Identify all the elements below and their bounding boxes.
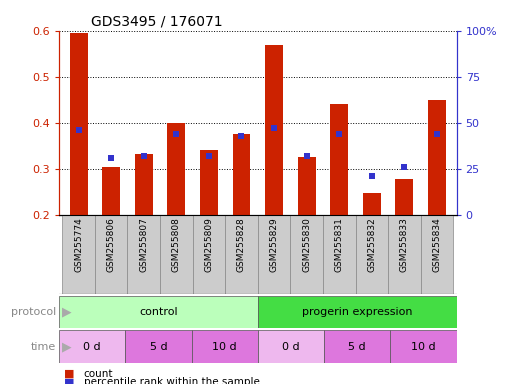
Bar xyxy=(356,215,388,294)
Text: GSM255806: GSM255806 xyxy=(107,217,115,272)
Text: ■: ■ xyxy=(64,369,74,379)
Bar xyxy=(363,194,381,215)
Point xyxy=(335,131,343,137)
Text: count: count xyxy=(84,369,113,379)
Text: GSM255828: GSM255828 xyxy=(237,217,246,272)
Bar xyxy=(396,179,413,215)
Point xyxy=(400,164,408,170)
Point xyxy=(238,133,246,139)
Bar xyxy=(102,167,120,215)
Bar xyxy=(421,215,453,294)
Point xyxy=(433,131,441,137)
Bar xyxy=(200,150,218,215)
Bar xyxy=(290,215,323,294)
Bar xyxy=(232,134,250,215)
Bar xyxy=(225,215,258,294)
Bar xyxy=(388,215,421,294)
Point xyxy=(74,127,83,133)
Bar xyxy=(62,215,95,294)
Bar xyxy=(125,330,191,363)
Point xyxy=(368,173,376,179)
Bar xyxy=(160,215,192,294)
Point xyxy=(172,131,181,137)
Bar xyxy=(298,157,315,215)
Text: 0 d: 0 d xyxy=(83,341,101,352)
Bar xyxy=(330,104,348,215)
Bar xyxy=(265,45,283,215)
Bar xyxy=(192,215,225,294)
Bar xyxy=(324,330,390,363)
Bar xyxy=(258,296,457,328)
Text: 10 d: 10 d xyxy=(411,341,436,352)
Text: GSM255807: GSM255807 xyxy=(139,217,148,272)
Text: GDS3495 / 176071: GDS3495 / 176071 xyxy=(91,14,223,28)
Bar xyxy=(191,330,258,363)
Bar xyxy=(167,123,185,215)
Text: GSM255830: GSM255830 xyxy=(302,217,311,272)
Bar xyxy=(323,215,356,294)
Text: GSM255808: GSM255808 xyxy=(172,217,181,272)
Text: 5 d: 5 d xyxy=(348,341,366,352)
Bar xyxy=(390,330,457,363)
Text: GSM255809: GSM255809 xyxy=(204,217,213,272)
Text: GSM255833: GSM255833 xyxy=(400,217,409,272)
Text: control: control xyxy=(139,307,177,317)
Text: GSM255829: GSM255829 xyxy=(269,217,279,272)
Bar xyxy=(258,215,290,294)
Text: 5 d: 5 d xyxy=(150,341,167,352)
Bar xyxy=(95,215,127,294)
Text: ▶: ▶ xyxy=(62,306,71,318)
Text: GSM255831: GSM255831 xyxy=(335,217,344,272)
Point xyxy=(205,153,213,159)
Point xyxy=(270,125,278,131)
Text: GSM255832: GSM255832 xyxy=(367,217,377,272)
Bar xyxy=(70,33,88,215)
Text: GSM255834: GSM255834 xyxy=(432,217,442,272)
Bar xyxy=(258,330,324,363)
Text: 0 d: 0 d xyxy=(282,341,300,352)
Text: GSM255774: GSM255774 xyxy=(74,217,83,272)
Bar xyxy=(127,215,160,294)
Bar xyxy=(428,100,446,215)
Text: protocol: protocol xyxy=(11,307,56,317)
Point xyxy=(107,155,115,161)
Text: percentile rank within the sample: percentile rank within the sample xyxy=(84,377,260,384)
Bar xyxy=(135,154,153,215)
Point xyxy=(140,153,148,159)
Bar xyxy=(59,296,258,328)
Bar xyxy=(59,330,125,363)
Point xyxy=(303,153,311,159)
Text: ▶: ▶ xyxy=(62,340,71,353)
Text: 10 d: 10 d xyxy=(212,341,237,352)
Text: time: time xyxy=(31,341,56,352)
Text: ■: ■ xyxy=(64,377,74,384)
Text: progerin expression: progerin expression xyxy=(302,307,412,317)
